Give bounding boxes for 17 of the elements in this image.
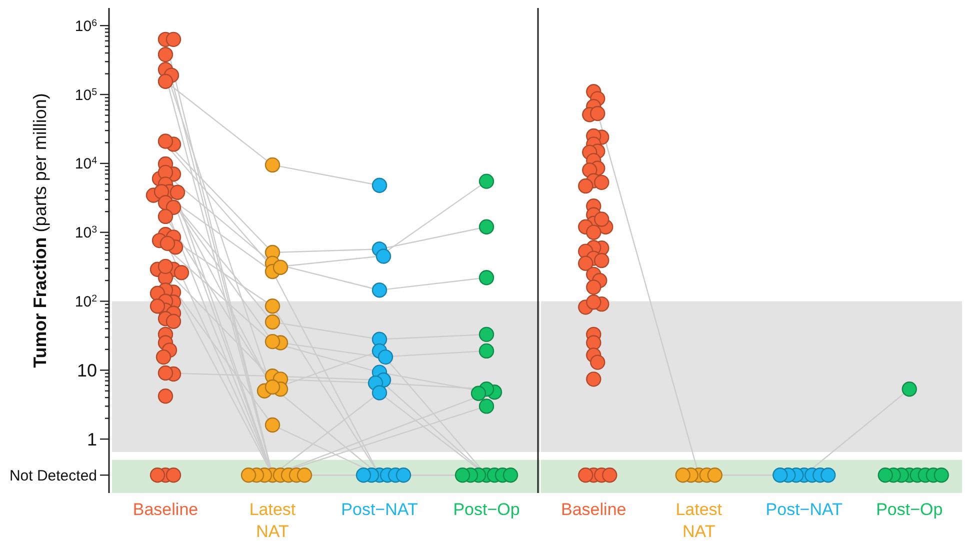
x-tick-label: Baseline [561, 500, 626, 519]
x-tick-label: Latest NAT [249, 500, 296, 541]
x-tick-label: Post−Op [453, 500, 520, 519]
x-tick-label: Post−NAT [341, 500, 418, 519]
y-tick-label: 10$^{3}$ [74, 224, 97, 242]
x-tick-label: Post−Op [876, 500, 943, 519]
x-tick-label: Post−NAT [766, 500, 842, 519]
y-tick-label: 10$^{2}$ [74, 292, 97, 310]
y-tick-label: 10$^{5}$ [74, 86, 98, 104]
y-tick-label: 10$^{6}$ [74, 17, 97, 35]
y-tick-label: 10$^{4}$ [74, 155, 98, 173]
x-tick-label: Latest NAT [676, 500, 722, 541]
y-tick-label: 10 [76, 360, 97, 380]
x-tick-label: Baseline [132, 500, 198, 519]
y-tick-label: Not Detected [9, 467, 97, 484]
y-tick-label: 1 [86, 429, 97, 450]
y-axis-title: Tumor Fraction (parts per million) [30, 93, 50, 368]
